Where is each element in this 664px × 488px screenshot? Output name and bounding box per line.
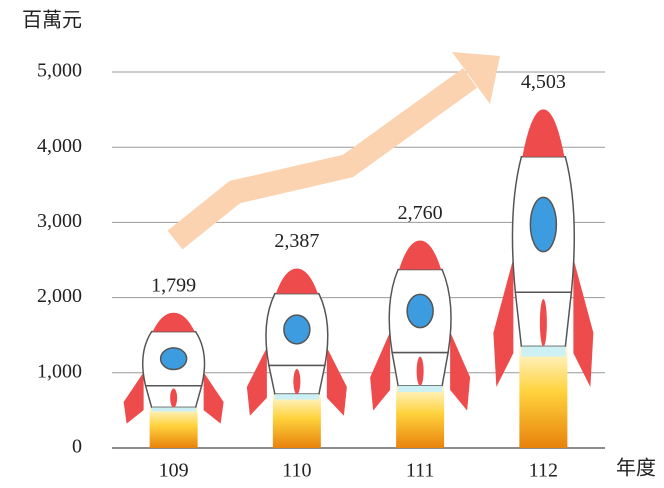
y-tick-label: 5,000 bbox=[37, 60, 82, 82]
rocket bbox=[493, 109, 594, 448]
nose-cone bbox=[152, 312, 195, 332]
fin-left bbox=[246, 347, 267, 416]
value-label: 4,503 bbox=[521, 71, 566, 93]
y-tick-label: 2,000 bbox=[37, 285, 82, 307]
fin-right bbox=[326, 347, 347, 416]
fin-left bbox=[123, 372, 144, 424]
center-fin bbox=[539, 299, 547, 347]
y-unit-label: 百萬元 bbox=[22, 9, 82, 32]
fin-left bbox=[370, 331, 391, 411]
arrow-shaft bbox=[167, 68, 478, 250]
x-tick-label: 110 bbox=[282, 460, 311, 482]
value-label: 2,760 bbox=[398, 202, 443, 224]
center-fin bbox=[293, 369, 301, 395]
trend-arrow bbox=[167, 52, 500, 250]
fin-right bbox=[203, 372, 224, 424]
center-fin bbox=[416, 356, 424, 386]
y-tick-label: 1,000 bbox=[37, 360, 82, 382]
x-tick-label: 112 bbox=[529, 460, 558, 482]
flame bbox=[519, 346, 568, 448]
exhaust bbox=[151, 407, 196, 412]
fin-right bbox=[450, 331, 471, 411]
x-tick-label: 111 bbox=[406, 460, 435, 482]
window bbox=[284, 315, 310, 344]
fin-left bbox=[493, 258, 514, 388]
flame bbox=[149, 407, 198, 448]
y-tick-label: 0 bbox=[72, 436, 82, 458]
rocket bbox=[370, 240, 471, 448]
x-tick-label: 109 bbox=[159, 460, 189, 482]
value-label: 2,387 bbox=[274, 230, 319, 252]
nose-cone bbox=[522, 109, 565, 157]
fin-right bbox=[573, 258, 594, 388]
x-axis-label: 年度 bbox=[616, 457, 656, 480]
exhaust bbox=[398, 385, 443, 392]
nose-cone bbox=[399, 240, 442, 270]
rocket bbox=[123, 312, 224, 448]
y-tick-label: 4,000 bbox=[37, 135, 82, 157]
flame bbox=[396, 385, 445, 448]
value-label: 1,799 bbox=[151, 274, 196, 296]
exhaust bbox=[521, 346, 566, 357]
center-fin bbox=[170, 388, 178, 408]
nose-cone bbox=[275, 268, 318, 294]
window bbox=[407, 294, 433, 327]
flame bbox=[272, 394, 321, 448]
y-tick-label: 3,000 bbox=[37, 210, 82, 232]
window bbox=[161, 348, 187, 370]
arrow-head bbox=[452, 52, 500, 104]
rocket bbox=[246, 268, 347, 448]
window bbox=[530, 197, 556, 251]
exhaust bbox=[274, 394, 319, 400]
